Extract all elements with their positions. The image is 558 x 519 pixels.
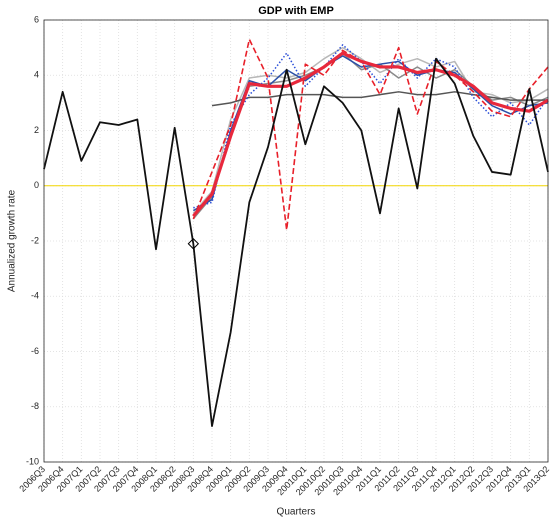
series-line bbox=[192, 38, 549, 231]
x-axis-label: Quarters bbox=[277, 507, 316, 518]
y-tick-label: -8 bbox=[31, 401, 39, 411]
y-axis-label: Annualized growth rate bbox=[7, 189, 18, 292]
series-line bbox=[43, 57, 549, 427]
chart-title: GDP with EMP bbox=[258, 5, 334, 17]
plot-frame bbox=[43, 19, 549, 463]
y-tick-label: -4 bbox=[31, 291, 39, 301]
y-tick-label: 2 bbox=[34, 125, 39, 135]
series-line bbox=[193, 44, 549, 209]
series-line bbox=[192, 51, 549, 218]
y-tick-label: -10 bbox=[26, 456, 39, 466]
series-line bbox=[211, 91, 548, 107]
y-tick-label: 0 bbox=[34, 180, 39, 190]
marker bbox=[187, 238, 200, 250]
series-line bbox=[192, 52, 549, 220]
y-tick-label: 6 bbox=[34, 14, 39, 24]
y-tick-label: 4 bbox=[34, 70, 39, 80]
y-tick-label: -2 bbox=[31, 235, 39, 245]
y-tick-label: -6 bbox=[31, 346, 39, 356]
